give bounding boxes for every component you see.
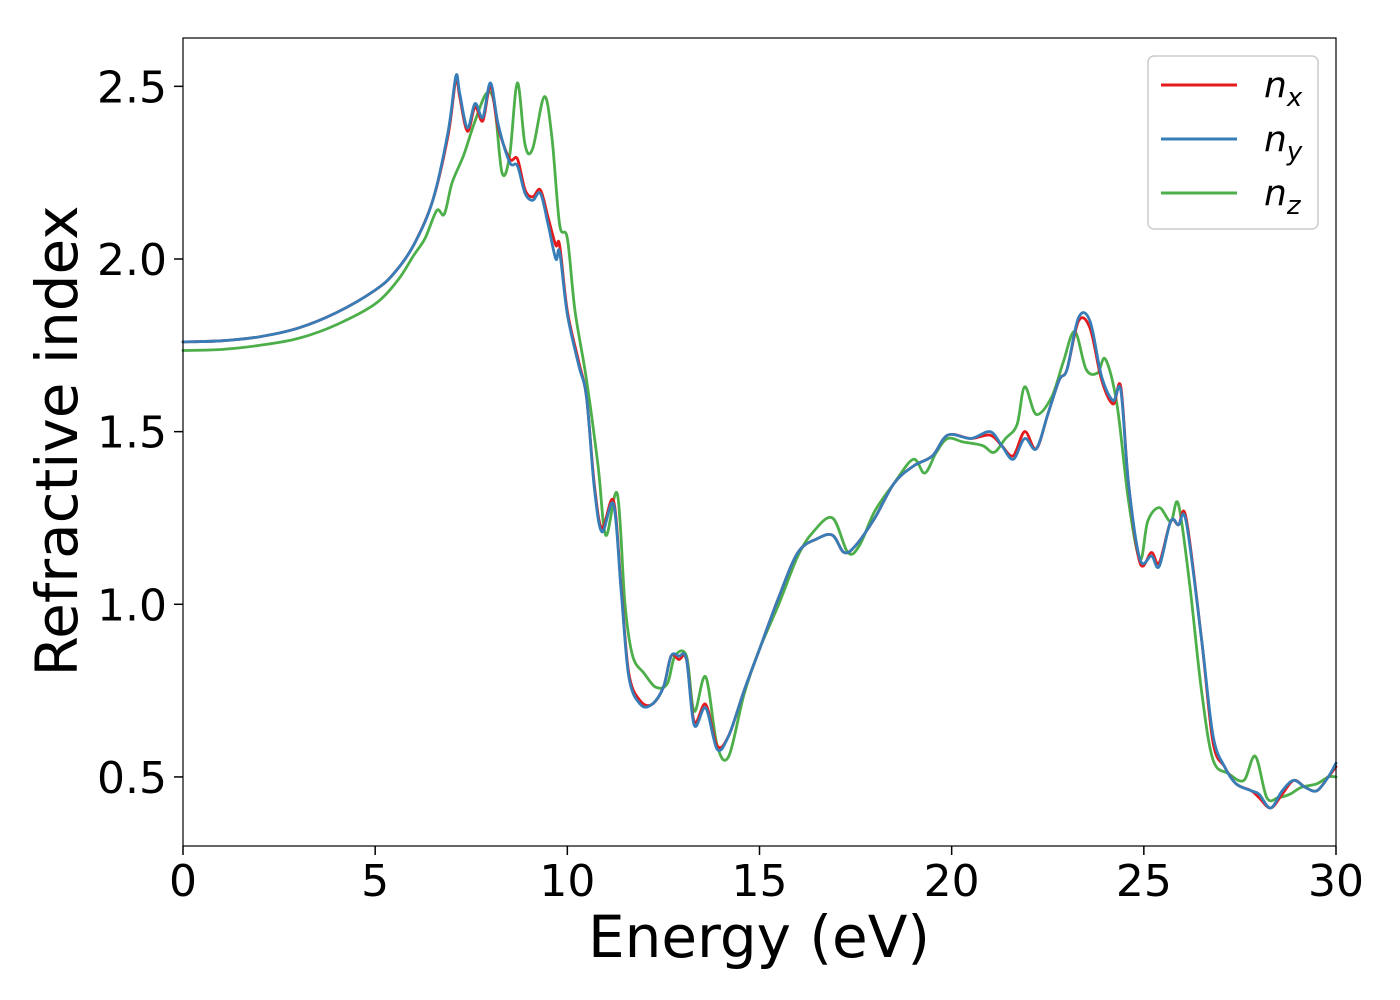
y-axis-label: Refractive index [23,205,91,676]
x-axis-label: Energy (eV) [588,903,930,971]
x-axis-ticks: 0 5 10 15 20 25 30 [169,846,1364,907]
y-tick-label: 0.5 [97,753,167,804]
y-tick-label: 2.0 [97,235,167,286]
x-tick-label: 5 [361,856,389,907]
series-line-n-y [181,73,1338,810]
y-tick-label: 2.5 [97,62,167,113]
legend-label-n-z: nz [1264,173,1302,221]
legend-box [1147,55,1319,230]
x-tick-label: 20 [924,856,980,907]
x-tick-label: 0 [169,856,197,907]
legend-label-n-x: nx [1264,65,1303,113]
x-tick-label: 30 [1308,856,1364,907]
y-axis-ticks: 0.5 1.0 1.5 2.0 2.5 [97,62,183,804]
y-tick-label: 1.5 [97,408,167,459]
series-lines [181,73,1338,810]
x-tick-label: 10 [539,856,595,907]
legend: nx ny nz [1147,55,1319,230]
legend-label-n-y: ny [1264,119,1303,167]
plot-frame [182,37,1337,847]
x-tick-label: 15 [732,856,788,907]
y-tick-label: 1.0 [97,580,167,631]
x-tick-label: 25 [1116,856,1172,907]
